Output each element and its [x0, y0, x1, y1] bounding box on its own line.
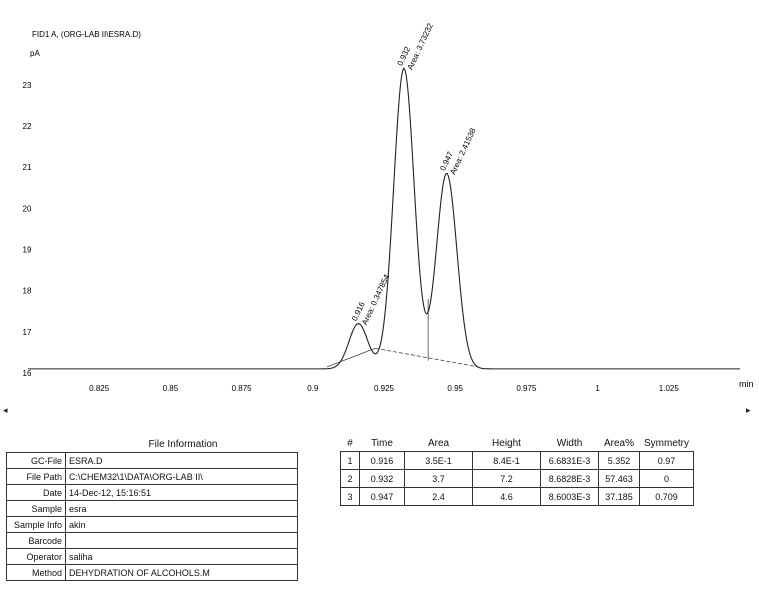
peak-table-cell: 8.6828E-3 — [540, 469, 599, 488]
peak-table-cell: 8.4E-1 — [472, 451, 541, 470]
scroll-right-arrow[interactable]: ▸ — [746, 405, 751, 415]
file-information-panel: File Information GC-File ESRA.D File Path C… — [6, 438, 298, 581]
y-tick-label: 19 — [23, 245, 32, 254]
chromatogram-chart: FID1 A, (ORG-LAB II\ESRA.D) pA min 16 17 1… — [23, 21, 754, 393]
peak-table-cell: 3.7 — [404, 469, 473, 488]
peak-table-cell: 3.5E-1 — [404, 451, 473, 470]
integration-baseline — [375, 347, 479, 368]
y-tick-label: 20 — [23, 204, 32, 213]
file-info-row: Sample Info akin — [6, 516, 298, 533]
chart-title: FID1 A, (ORG-LAB II\ESRA.D) — [32, 30, 141, 39]
peak-table-cell: 2 — [340, 469, 360, 488]
peak-table-cell: 0.97 — [639, 451, 694, 470]
x-tick-label: 0.95 — [447, 384, 463, 393]
peak-table-cell: 6.6831E-3 — [540, 451, 599, 470]
peak-table-panel: # Time Area Height Width Area% Symmetry 1 0.916… — [340, 435, 694, 506]
x-tick-label: 0.9 — [307, 384, 319, 393]
y-tick-label: 16 — [23, 369, 32, 378]
peak-table-cell: 0.916 — [359, 451, 405, 470]
file-info-label: Sample Info — [6, 516, 66, 533]
peak-table-cell: 3 — [340, 487, 360, 506]
y-tick-label: 23 — [23, 81, 32, 90]
peak-table-header: Width — [556, 437, 583, 449]
peak-table-cell: 0.932 — [359, 469, 405, 488]
file-info-label: File Path — [6, 468, 66, 485]
x-tick-label: 1.025 — [659, 384, 680, 393]
peak-table: # Time Area Height Width Area% Symmetry 1 0.916… — [340, 435, 694, 506]
peak-table-cell: 1 — [340, 451, 360, 470]
peak-area-label: Area: 3.73232 — [406, 21, 436, 71]
file-info-label: GC-File — [6, 452, 66, 469]
file-info-row: Barcode — [6, 532, 298, 549]
file-info-row: Method DEHYDRATION OF ALCOHOLS.M — [6, 564, 298, 581]
file-info-value: esra — [65, 500, 298, 517]
file-info-label: Date — [6, 484, 66, 501]
x-tick-label: 1 — [595, 384, 600, 393]
peak-table-cell: 0 — [639, 469, 694, 488]
x-tick-label: 0.975 — [516, 384, 537, 393]
file-info-value: DEHYDRATION OF ALCOHOLS.M — [65, 564, 298, 581]
x-axis-unit: min — [739, 379, 754, 389]
peak-table-cell: 0.947 — [359, 487, 405, 506]
file-info-label: Operator — [6, 548, 66, 565]
y-tick-label: 22 — [23, 122, 32, 131]
y-tick-label: 21 — [23, 163, 32, 172]
peak-area-label: Area: 2.41538 — [448, 126, 478, 176]
file-info-row: Sample esra — [6, 500, 298, 517]
peak-table-header: Symmetry — [644, 437, 689, 449]
peak-table-header: # — [347, 437, 353, 449]
peak-table-row: 2 0.932 3.7 7.2 8.6828E-3 57.463 0 — [340, 469, 694, 488]
peak-table-cell: 4.6 — [472, 487, 541, 506]
file-info-value: akin — [65, 516, 298, 533]
x-tick-label: 0.85 — [163, 384, 179, 393]
x-tick-label: 0.825 — [89, 384, 110, 393]
signal-trace — [28, 67, 740, 370]
file-info-row: File Path C:\CHEM32\1\DATA\ORG-LAB II\ — [6, 468, 298, 485]
peak-table-header: Area% — [603, 437, 634, 449]
file-information-title: File Information — [148, 439, 218, 450]
x-tick-label: 0.875 — [232, 384, 253, 393]
file-info-row: Operator saliha — [6, 548, 298, 565]
peak-table-row: 3 0.947 2.4 4.6 8.6003E-3 37.185 0.709 — [340, 487, 694, 506]
file-info-value: ESRA.D — [65, 452, 298, 469]
file-information-table: GC-File ESRA.D File Path C:\CHEM32\1\DATA\O… — [6, 452, 298, 581]
file-info-row: Date 14-Dec-12, 15:16:51 — [6, 484, 298, 501]
peak-table-header: Area — [427, 437, 450, 449]
peak-table-cell: 7.2 — [472, 469, 541, 488]
peak-table-cell: 0.709 — [639, 487, 694, 506]
x-tick-label: 0.925 — [374, 384, 395, 393]
file-info-label: Sample — [6, 500, 66, 517]
file-info-label: Method — [6, 564, 66, 581]
file-info-value: C:\CHEM32\1\DATA\ORG-LAB II\ — [65, 468, 298, 485]
peak-table-cell: 57.463 — [598, 469, 640, 488]
peak-table-row: 1 0.916 3.5E-1 8.4E-1 6.6831E-3 5.352 0.97 — [340, 451, 694, 470]
peak-table-cell: 8.6003E-3 — [540, 487, 599, 506]
scroll-left-arrow[interactable]: ◂ — [3, 405, 8, 415]
file-info-value: 14-Dec-12, 15:16:51 — [65, 484, 298, 501]
peak-table-cell: 5.352 — [598, 451, 640, 470]
y-tick-label: 17 — [23, 328, 32, 337]
file-info-value — [65, 532, 298, 549]
y-axis-unit: pA — [30, 49, 40, 58]
integration-baseline — [326, 347, 376, 368]
file-info-row: GC-File ESRA.D — [6, 452, 298, 469]
file-info-value: saliha — [65, 548, 298, 565]
peak-table-header: Time — [371, 437, 393, 449]
peak-table-cell: 2.4 — [404, 487, 473, 506]
peak-table-header: Height — [492, 437, 521, 449]
peak-table-cell: 37.185 — [598, 487, 640, 506]
y-tick-label: 18 — [23, 287, 32, 296]
file-info-label: Barcode — [6, 532, 66, 549]
